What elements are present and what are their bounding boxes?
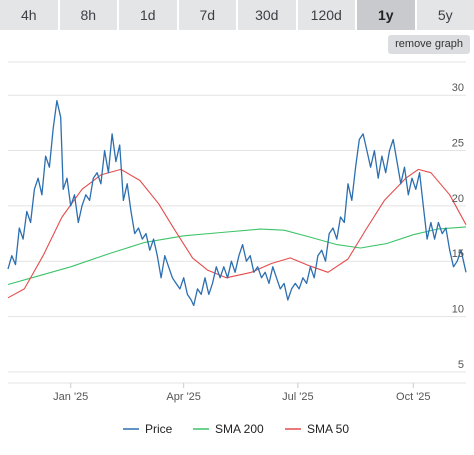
y-tick-label: 25 bbox=[452, 138, 464, 150]
tab-4h[interactable]: 4h bbox=[0, 0, 60, 30]
x-tick-label: Apr '25 bbox=[166, 391, 201, 403]
chart-grid bbox=[8, 61, 466, 384]
tab-1y[interactable]: 1y bbox=[357, 0, 417, 30]
x-axis: Jan '25 Apr '25 Jul '25 Oct '25 bbox=[53, 383, 431, 403]
x-tick-label: Oct '25 bbox=[396, 391, 431, 403]
remove-graph-button[interactable]: remove graph bbox=[388, 35, 470, 54]
x-tick-label: Jul '25 bbox=[282, 391, 313, 403]
x-tick-label: Jan '25 bbox=[53, 391, 88, 403]
tab-120d[interactable]: 120d bbox=[297, 0, 357, 30]
series-line-sma-200 bbox=[7, 226, 467, 286]
legend-label-price[interactable]: Price bbox=[145, 422, 173, 436]
tab-5y[interactable]: 5y bbox=[416, 0, 474, 30]
y-tick-label: 10 bbox=[452, 304, 464, 316]
series-line-sma-50 bbox=[7, 168, 467, 299]
tab-1d[interactable]: 1d bbox=[119, 0, 179, 30]
legend-label-sma-200[interactable]: SMA 200 bbox=[215, 422, 264, 436]
y-tick-label: 30 bbox=[452, 82, 464, 94]
y-tick-label: 5 bbox=[458, 359, 464, 371]
tab-7d[interactable]: 7d bbox=[178, 0, 238, 30]
series-line-price bbox=[7, 100, 467, 307]
tab-8h[interactable]: 8h bbox=[59, 0, 119, 30]
range-tab-bar: 4h 8h 1d 7d 30d 120d 1y 5y bbox=[0, 0, 474, 30]
chart-lines bbox=[7, 100, 467, 307]
tab-30d[interactable]: 30d bbox=[238, 0, 298, 30]
y-tick-label: 15 bbox=[452, 248, 464, 260]
y-tick-label: 20 bbox=[452, 193, 464, 205]
y-axis: 5 10 15 20 25 30 bbox=[452, 82, 464, 371]
chart-legend: Price SMA 200 SMA 50 bbox=[123, 422, 349, 436]
legend-label-sma-50[interactable]: SMA 50 bbox=[307, 422, 349, 436]
